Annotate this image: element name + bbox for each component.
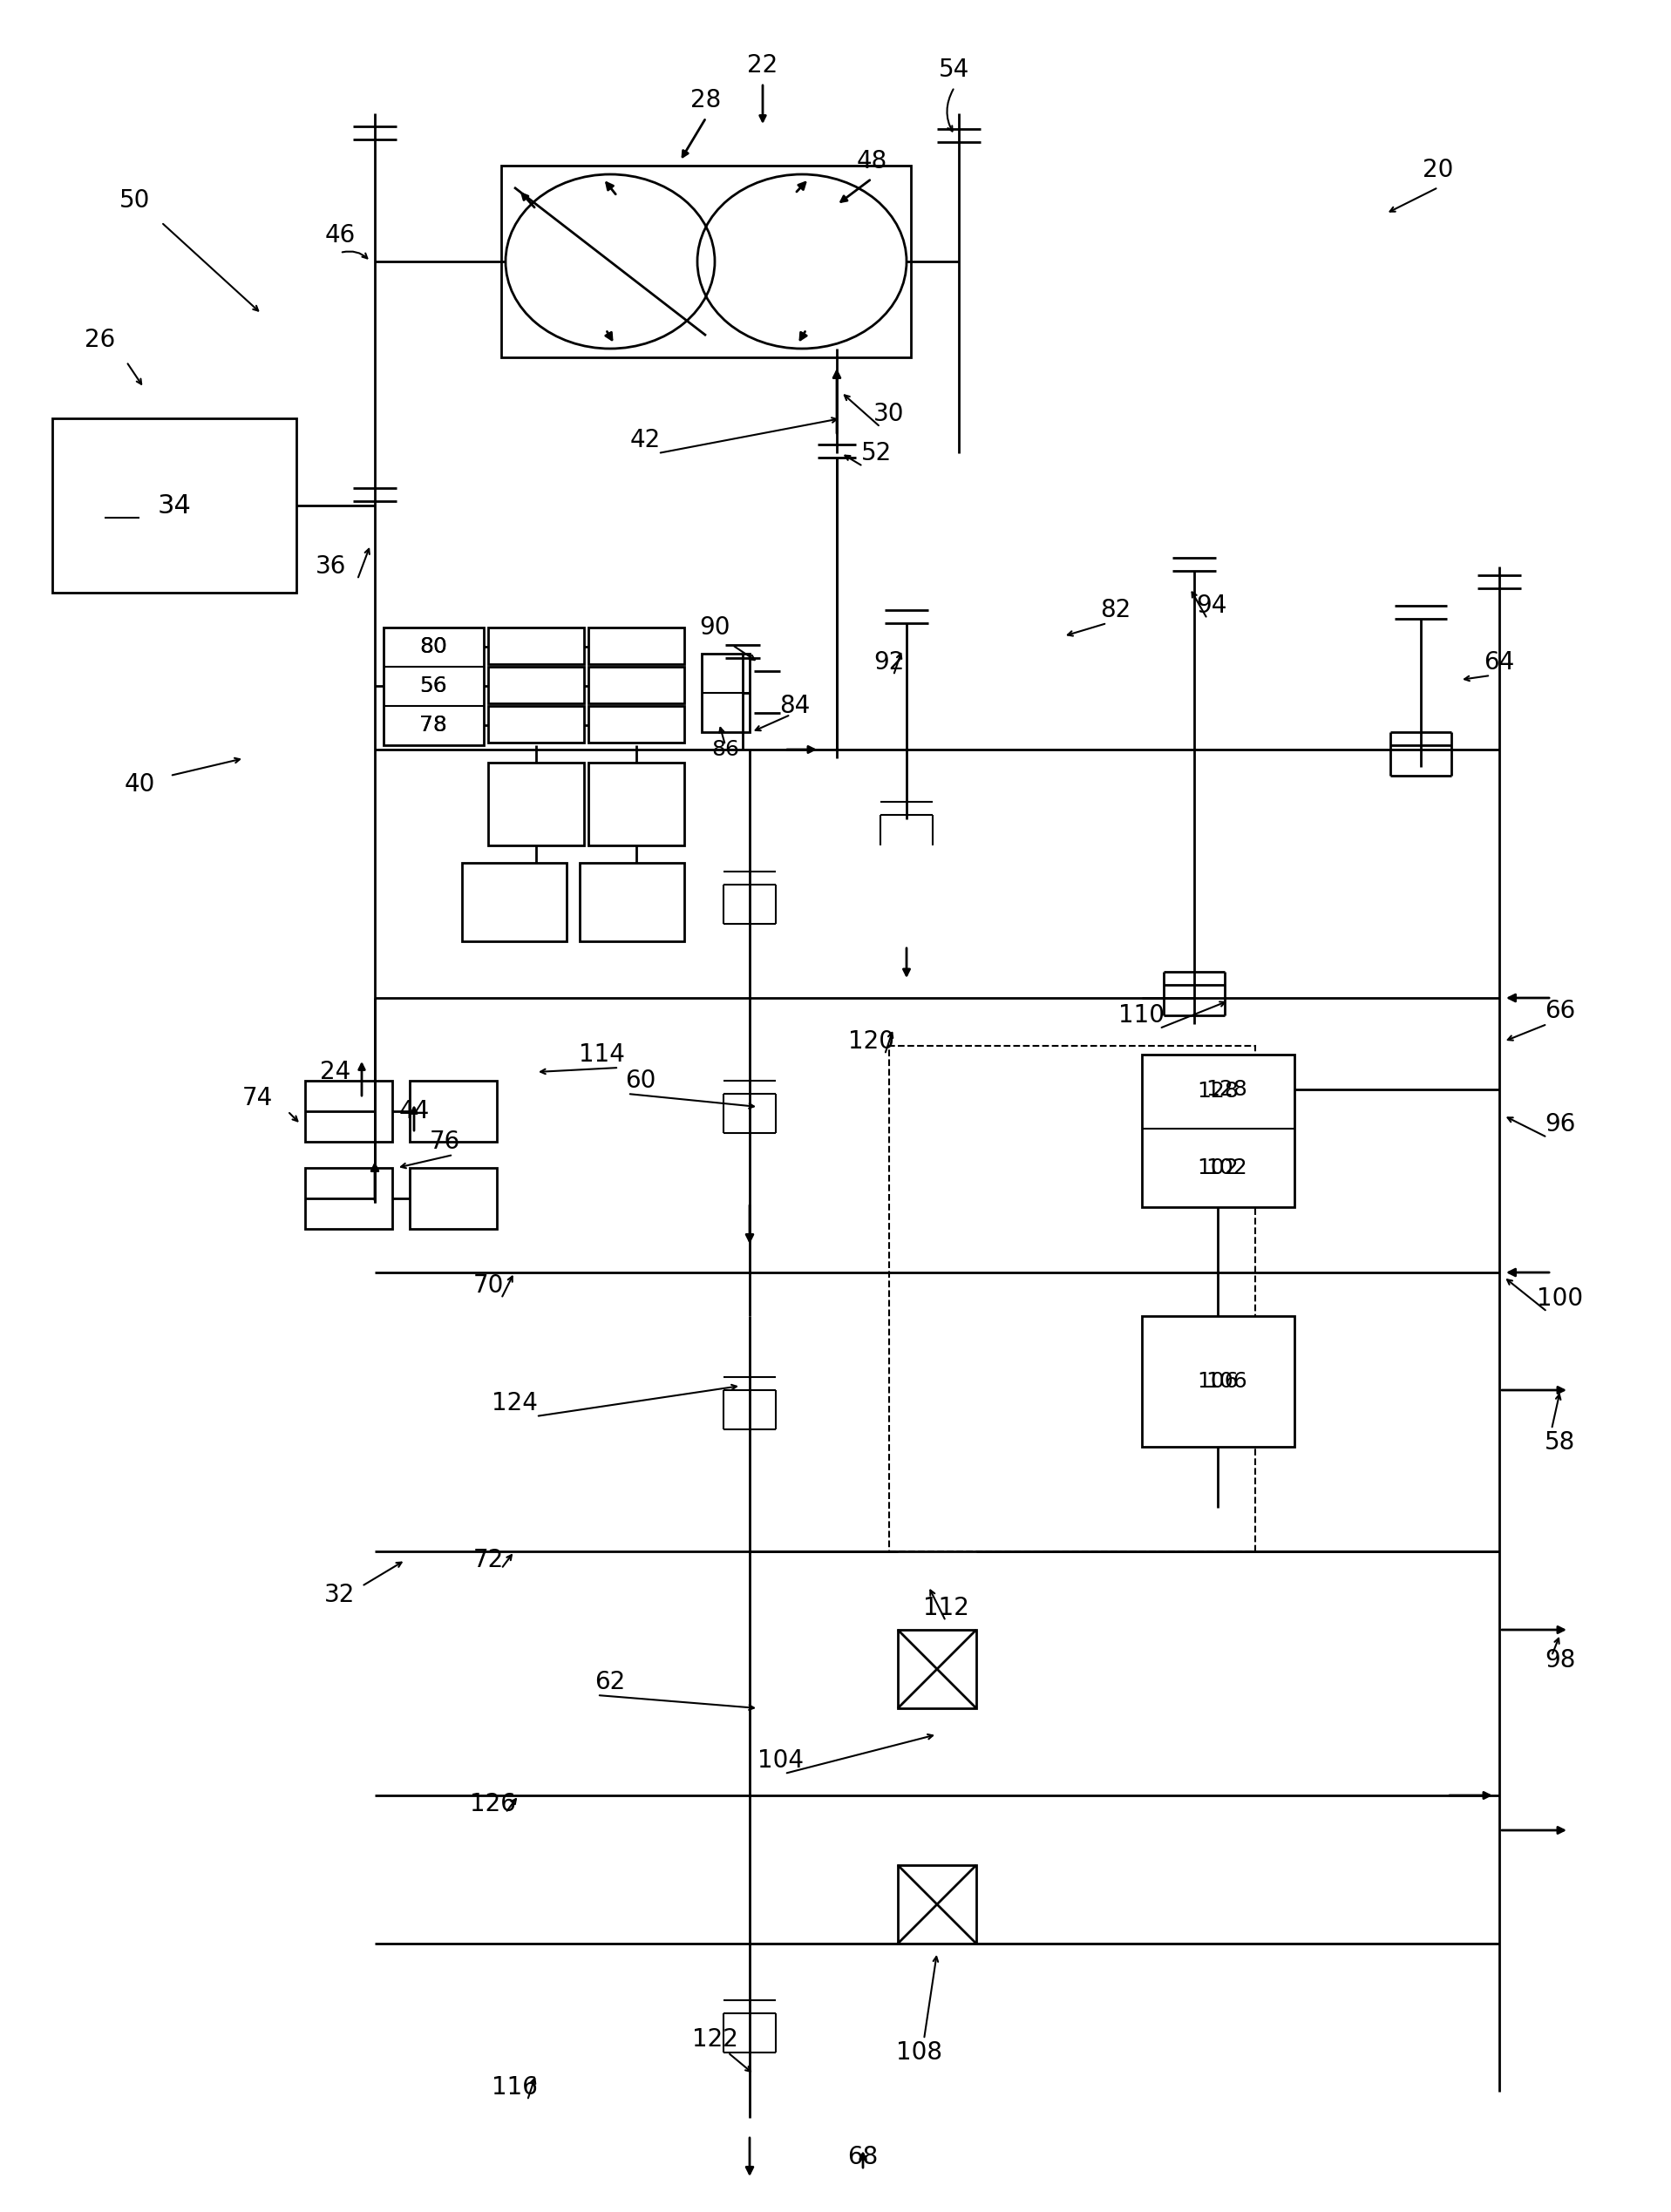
Text: 52: 52 [861,440,891,465]
Text: 64: 64 [1484,650,1514,675]
Text: 54: 54 [939,58,969,82]
Text: 34: 34 [157,493,190,518]
Text: 40: 40 [124,772,155,796]
Text: 106: 106 [1196,1371,1238,1391]
Text: 24: 24 [321,1060,351,1084]
Text: 80: 80 [419,637,448,657]
Bar [488,628,585,664]
Bar [409,1168,496,1230]
Text: 96: 96 [1546,1113,1576,1137]
Bar [897,1630,976,1708]
Text: 20: 20 [1422,157,1454,181]
Text: 26: 26 [85,327,115,352]
Text: 114: 114 [578,1042,625,1066]
Text: 56: 56 [419,675,448,697]
Text: 94: 94 [1196,593,1227,617]
Bar [588,666,683,703]
Bar [588,706,683,743]
Bar [501,166,911,358]
Bar [384,628,485,745]
Text: 56: 56 [419,675,448,697]
Text: 50: 50 [120,188,150,212]
Text: 80: 80 [419,637,448,657]
Text: 92: 92 [874,650,904,675]
Text: 66: 66 [1546,1000,1576,1024]
Text: 122: 122 [692,2026,739,2053]
Bar [889,1046,1255,1551]
Text: 42: 42 [630,427,660,451]
Text: 70: 70 [473,1274,503,1298]
Bar [52,418,296,593]
Bar [409,1082,496,1141]
Text: 128: 128 [1196,1082,1238,1102]
Text: 72: 72 [473,1548,503,1573]
Text: 60: 60 [625,1068,657,1093]
Text: 90: 90 [698,615,730,639]
Bar [580,863,683,942]
Text: 120: 120 [849,1029,894,1053]
Bar [1141,1055,1295,1208]
Bar [306,1168,393,1230]
Text: 58: 58 [1546,1431,1576,1455]
Bar [702,655,750,732]
Bar [488,666,585,703]
Text: 108: 108 [897,2039,942,2064]
Text: 102: 102 [1196,1157,1238,1179]
Text: 106: 106 [1206,1371,1247,1391]
Text: 82: 82 [1101,597,1131,622]
Text: 74: 74 [242,1086,272,1110]
Text: 30: 30 [874,403,904,427]
Bar [1141,1316,1295,1447]
Text: 62: 62 [595,1670,625,1694]
Text: 48: 48 [856,148,887,173]
Text: 36: 36 [316,555,346,580]
Text: 100: 100 [1537,1287,1584,1312]
Bar [588,763,683,845]
Bar [488,763,585,845]
Text: 84: 84 [780,695,810,719]
Text: 126: 126 [470,1792,516,1816]
Text: 28: 28 [690,88,722,113]
Bar [897,1865,976,1944]
Text: 112: 112 [922,1595,969,1619]
Text: 22: 22 [747,53,779,77]
Bar [306,1082,393,1141]
Text: 124: 124 [491,1391,538,1416]
Text: 104: 104 [757,1747,804,1772]
Text: 116: 116 [491,2075,538,2099]
Text: 102: 102 [1206,1157,1247,1179]
Text: 46: 46 [324,223,356,248]
Text: 110: 110 [1120,1004,1165,1029]
Bar [488,706,585,743]
Text: 44: 44 [399,1099,429,1124]
Text: 76: 76 [429,1130,460,1155]
Text: 86: 86 [712,739,739,761]
Text: 128: 128 [1205,1079,1247,1099]
Text: 78: 78 [419,714,448,737]
Text: 78: 78 [419,714,448,737]
Bar [588,628,683,664]
Text: 32: 32 [324,1584,356,1608]
Text: 98: 98 [1546,1648,1576,1672]
Bar [461,863,566,942]
Text: 68: 68 [847,2146,879,2170]
